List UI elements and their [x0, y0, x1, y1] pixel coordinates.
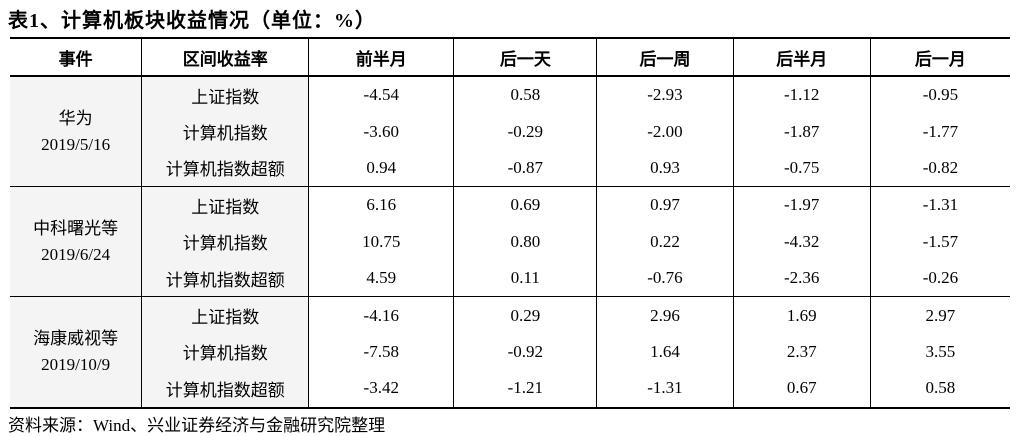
- value-cell: 0.80: [453, 223, 597, 260]
- row-label: 计算机指数: [141, 113, 309, 150]
- value-cell: -0.87: [453, 149, 597, 188]
- table-row: 计算机指数 -3.60 -0.29 -2.00 -1.87 -1.77: [10, 113, 1010, 150]
- value-cell: 4.59: [308, 259, 454, 298]
- value-cell: 0.29: [453, 296, 597, 334]
- header-cell: 前半月: [308, 37, 454, 77]
- row-label: 上证指数: [141, 186, 309, 224]
- value-cell: 1.69: [732, 296, 871, 334]
- header-row: 事件 区间收益率 前半月 后一天 后一周 后半月 后一月: [10, 37, 1010, 77]
- value-cell: -1.77: [869, 113, 1010, 150]
- value-cell: -1.31: [869, 186, 1010, 224]
- value-cell: -2.36: [732, 259, 871, 298]
- row-label: 计算机指数超额: [141, 370, 309, 409]
- event-cell: 海康威视等 2019/10/9: [10, 296, 142, 409]
- value-cell: -2.00: [596, 113, 734, 150]
- value-cell: -0.29: [453, 113, 597, 150]
- table-row: 海康威视等 2019/10/9 上证指数 -4.16 0.29 2.96 1.69 2.97: [10, 296, 1010, 409]
- value-cell: 10.75: [308, 223, 454, 260]
- value-cell: -4.32: [732, 223, 871, 260]
- value-cell: 1.64: [596, 333, 734, 371]
- table-row: 华为 2019/5/16 上证指数 -4.54 0.58 -2.93 -1.12 -0.95: [10, 76, 1010, 188]
- event-cell: 中科曙光等 2019/6/24: [10, 186, 142, 298]
- value-cell: -4.54: [308, 76, 454, 114]
- value-cell: 0.22: [596, 223, 734, 260]
- source-note: 资料来源：Wind、兴业证券经济与金融研究院整理: [8, 416, 386, 435]
- row-label: 计算机指数超额: [141, 149, 309, 188]
- value-cell: 0.67: [732, 370, 871, 409]
- value-cell: 3.55: [869, 333, 1010, 371]
- value-cell: 6.16: [308, 186, 454, 224]
- event-name: 华为: [58, 108, 93, 128]
- table-row: 中科曙光等 2019/6/24 上证指数 6.16 0.69 0.97 -1.97 -1.31: [10, 186, 1010, 298]
- value-cell: -3.60: [308, 113, 454, 150]
- value-cell: -0.95: [869, 76, 1010, 114]
- value-cell: 0.69: [453, 186, 597, 224]
- row-label: 计算机指数超额: [141, 259, 309, 298]
- value-cell: 0.94: [308, 149, 454, 188]
- value-cell: 0.93: [596, 149, 734, 188]
- value-cell: -1.87: [732, 113, 871, 150]
- returns-table: 事件 区间收益率 前半月 后一天 后一周 后半月 后一月 华为 2019/5/16 上证指数 -4.…: [10, 37, 1010, 409]
- event-name: 海康威视等: [33, 328, 119, 348]
- row-label: 上证指数: [141, 296, 309, 334]
- value-cell: -3.42: [308, 370, 454, 409]
- value-cell: 2.96: [596, 296, 734, 334]
- event-date: 2019/6/24: [41, 244, 111, 264]
- value-cell: -1.57: [869, 223, 1010, 260]
- value-cell: -0.75: [732, 149, 871, 188]
- header-cell: 后半月: [732, 37, 871, 77]
- table-body: 华为 2019/5/16 上证指数 -4.54 0.58 -2.93 -1.12 -0.95 计…: [10, 76, 1010, 409]
- value-cell: -0.82: [869, 149, 1010, 188]
- value-cell: -1.97: [732, 186, 871, 224]
- table-row: 计算机指数超额 4.59 0.11 -0.76 -2.36 -0.26: [10, 259, 1010, 298]
- header-cell: 事件: [10, 37, 142, 77]
- value-cell: 0.11: [453, 259, 597, 298]
- table-row: 计算机指数超额 -3.42 -1.21 -1.31 0.67 0.58: [10, 370, 1010, 409]
- value-cell: 2.37: [732, 333, 871, 371]
- event-date: 2019/5/16: [41, 134, 111, 154]
- header-cell: 后一月: [869, 37, 1010, 77]
- row-label: 上证指数: [141, 76, 309, 114]
- value-cell: -0.92: [453, 333, 597, 371]
- event-date: 2019/10/9: [41, 354, 111, 374]
- value-cell: -1.21: [453, 370, 597, 409]
- header-cell: 后一周: [596, 37, 734, 77]
- title: 表1、计算机板块收益情况（单位：%）: [8, 10, 376, 32]
- table-row: 计算机指数 10.75 0.80 0.22 -4.32 -1.57: [10, 223, 1010, 260]
- value-cell: -0.76: [596, 259, 734, 298]
- value-cell: 0.58: [453, 76, 597, 114]
- header-cell: 后一天: [453, 37, 597, 77]
- row-label: 计算机指数: [141, 223, 309, 260]
- value-cell: -1.31: [596, 370, 734, 409]
- row-label: 计算机指数: [141, 333, 309, 371]
- value-cell: -7.58: [308, 333, 454, 371]
- value-cell: -1.12: [732, 76, 871, 114]
- table-row: 计算机指数 -7.58 -0.92 1.64 2.37 3.55: [10, 333, 1010, 371]
- value-cell: -2.93: [596, 76, 734, 114]
- table-row: 计算机指数超额 0.94 -0.87 0.93 -0.75 -0.82: [10, 149, 1010, 188]
- header-cell: 区间收益率: [141, 37, 309, 77]
- event-cell: 华为 2019/5/16: [10, 76, 142, 188]
- value-cell: 2.97: [869, 296, 1010, 334]
- value-cell: 0.97: [596, 186, 734, 224]
- event-name: 中科曙光等: [33, 218, 119, 238]
- value-cell: 0.58: [869, 370, 1010, 409]
- value-cell: -0.26: [869, 259, 1010, 298]
- value-cell: -4.16: [308, 296, 454, 334]
